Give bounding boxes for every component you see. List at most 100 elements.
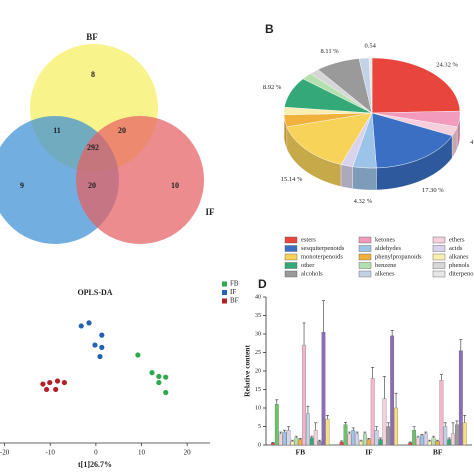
legend-swatch (222, 298, 227, 304)
region-count: 10 (171, 181, 179, 190)
slice-label: 8.92 % (263, 84, 282, 91)
point (149, 370, 155, 376)
legend-label: alkenes (375, 270, 395, 277)
slice-label: 17.30 % (422, 187, 444, 194)
y-axis-label: Relative content (243, 345, 252, 397)
error-bar (420, 433, 424, 436)
panel-label: D (258, 277, 267, 291)
bar (359, 441, 363, 446)
bar (462, 422, 467, 446)
point (156, 379, 162, 386)
legend-label: sesquiterpenoids (301, 245, 345, 252)
bar (370, 378, 375, 446)
bar (363, 433, 367, 446)
legend-swatch (432, 253, 446, 261)
legend-swatch (284, 270, 298, 278)
slice-label: 4.32 % (354, 198, 373, 205)
legend-label: alkanes (449, 253, 469, 260)
legend-label: other (301, 262, 315, 269)
bar (325, 418, 330, 446)
slice-label: 24.32 % (436, 61, 458, 68)
error-bar (355, 431, 359, 434)
set-label: BF (86, 32, 98, 42)
legend-swatch (432, 270, 446, 278)
error-bar (386, 422, 390, 427)
legend-swatch (432, 245, 446, 252)
error-bar (439, 374, 443, 381)
legend-swatch (358, 245, 372, 252)
legend-swatch (358, 236, 372, 244)
point (40, 381, 46, 387)
bar (416, 437, 420, 446)
error-bar (416, 435, 420, 438)
error-bar (463, 415, 467, 423)
region-count: 20 (118, 126, 126, 135)
point (61, 379, 67, 386)
x-axis-label: t[1]26.7% (78, 460, 112, 469)
error-bar (290, 439, 294, 442)
venn-set (76, 116, 204, 244)
region-count: 292 (87, 143, 99, 152)
error-bar (455, 420, 459, 425)
error-bar (435, 439, 439, 442)
legend-label: IF (230, 288, 236, 296)
bar (412, 430, 417, 446)
error-bar (432, 435, 436, 438)
y-tick-label: 40 (255, 294, 261, 300)
bar (282, 431, 287, 446)
bar (431, 437, 436, 446)
y-tick-label: 10 (255, 405, 261, 411)
x-tick-label: FB (296, 448, 306, 457)
bar (347, 433, 352, 446)
legend-label: alcohols (301, 270, 323, 277)
bar (343, 424, 348, 446)
point (54, 378, 61, 384)
bar (290, 441, 295, 446)
slice-label: 8.11 % (320, 48, 339, 55)
error-bar (451, 422, 455, 434)
error-bar (283, 429, 287, 433)
bar (390, 335, 395, 446)
error-bar (321, 300, 325, 333)
bar (374, 430, 379, 446)
error-bar (343, 422, 347, 425)
legend-swatch (432, 262, 446, 269)
x-tick-label: 10 (138, 449, 146, 457)
bar (439, 380, 444, 446)
error-bar (359, 439, 363, 442)
bar (298, 439, 303, 446)
error-bar (298, 438, 302, 440)
legend-swatch (358, 253, 372, 261)
bar (443, 426, 448, 446)
bar (309, 437, 314, 446)
y-tick-label: 35 (255, 313, 261, 319)
legend-label: ketones (375, 236, 395, 243)
pie-slice (284, 78, 373, 114)
legend-label: BF (230, 297, 239, 305)
region-count: 20 (88, 181, 96, 190)
y-tick-label: 5 (258, 424, 261, 430)
error-bar (447, 437, 451, 440)
error-bar (340, 440, 344, 443)
pie-side (352, 166, 377, 191)
point (92, 342, 98, 348)
error-bar (443, 422, 447, 427)
pie-slice (283, 112, 373, 128)
legend-swatch (284, 253, 298, 261)
bar (355, 433, 360, 446)
bar (427, 441, 432, 446)
legend-label: monoterpenoids (301, 253, 343, 260)
point (47, 379, 53, 386)
slice-label: 15.14 % (281, 176, 303, 183)
bar (435, 441, 440, 446)
error-bar (390, 330, 394, 336)
x-tick-label: -20 (0, 449, 10, 457)
legend-swatch (284, 236, 298, 244)
bar (386, 426, 391, 446)
y-tick-label: 20 (255, 368, 261, 374)
bar (274, 404, 279, 446)
bar (339, 441, 344, 446)
pie-slice (371, 112, 453, 169)
bar (351, 430, 356, 446)
